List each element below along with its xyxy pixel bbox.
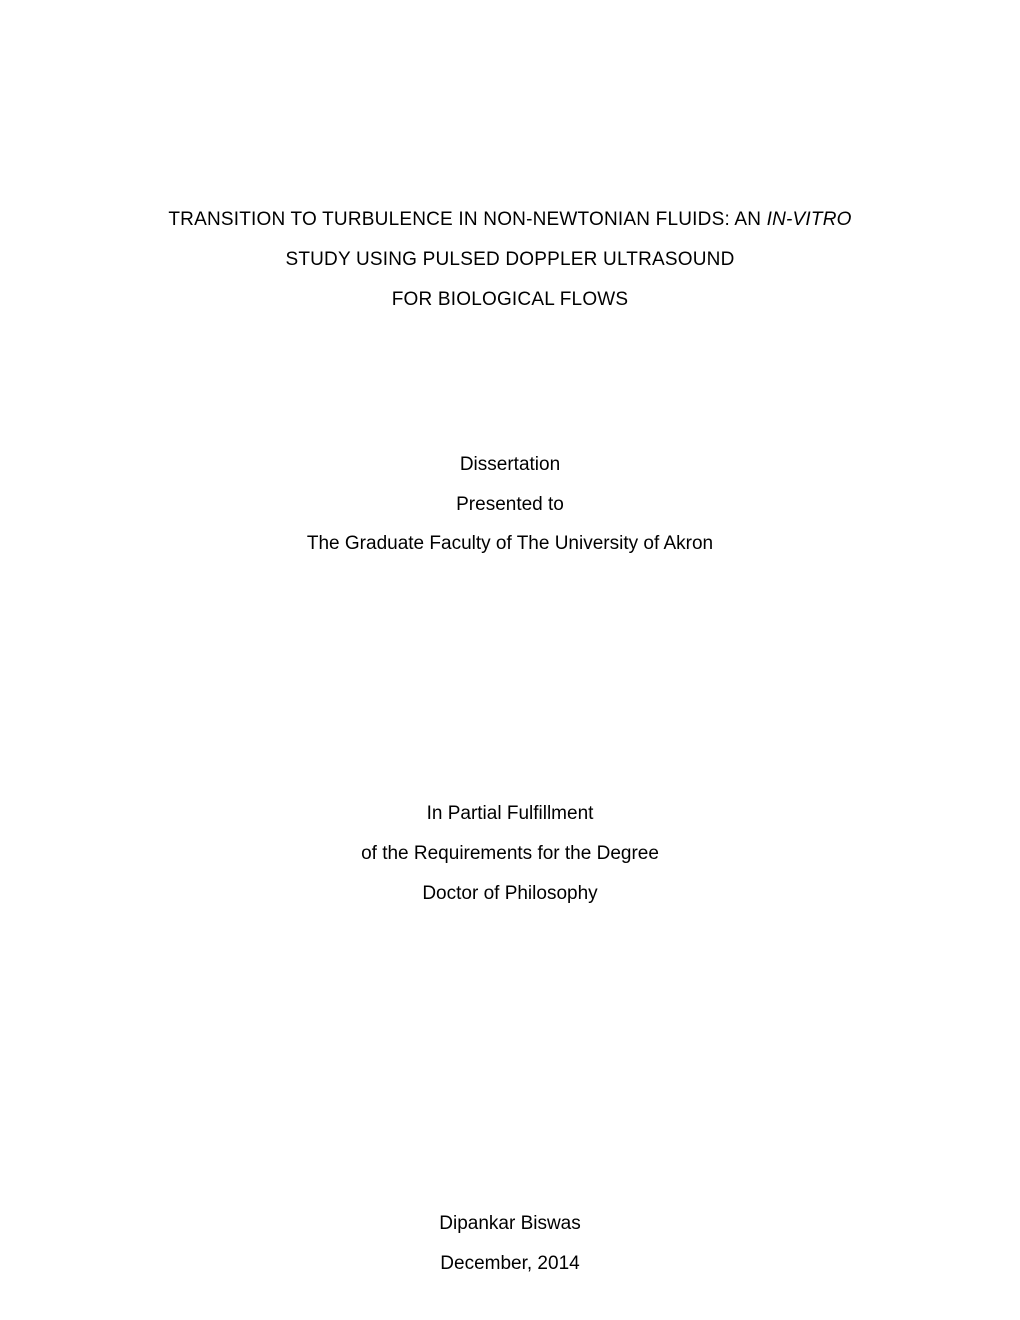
title-line-1-part1: TRANSITION TO TURBULENCE IN NON-NEWTONIA… [168, 209, 766, 230]
presented-to-block: Dissertation Presented to The Graduate F… [130, 445, 890, 565]
author-name: Dipankar Biswas [130, 1204, 890, 1244]
title-line-1-italic: IN-VITRO [767, 209, 852, 230]
dissertation-title-page: TRANSITION TO TURBULENCE IN NON-NEWTONIA… [0, 0, 1020, 1320]
fulfillment-block: In Partial Fulfillment of the Requiremen… [130, 794, 890, 914]
fulfillment-line-1: In Partial Fulfillment [130, 794, 890, 834]
presented-line-2: Presented to [130, 485, 890, 525]
author-block: Dipankar Biswas December, 2014 [130, 1204, 890, 1284]
dissertation-title: TRANSITION TO TURBULENCE IN NON-NEWTONIA… [130, 200, 890, 320]
author-date: December, 2014 [130, 1244, 890, 1284]
presented-line-1: Dissertation [130, 445, 890, 485]
fulfillment-line-3: Doctor of Philosophy [130, 874, 890, 914]
title-line-3: FOR BIOLOGICAL FLOWS [130, 280, 890, 320]
fulfillment-line-2: of the Requirements for the Degree [130, 834, 890, 874]
title-line-1: TRANSITION TO TURBULENCE IN NON-NEWTONIA… [130, 200, 890, 240]
title-line-2: STUDY USING PULSED DOPPLER ULTRASOUND [130, 240, 890, 280]
presented-line-3: The Graduate Faculty of The University o… [130, 524, 890, 564]
